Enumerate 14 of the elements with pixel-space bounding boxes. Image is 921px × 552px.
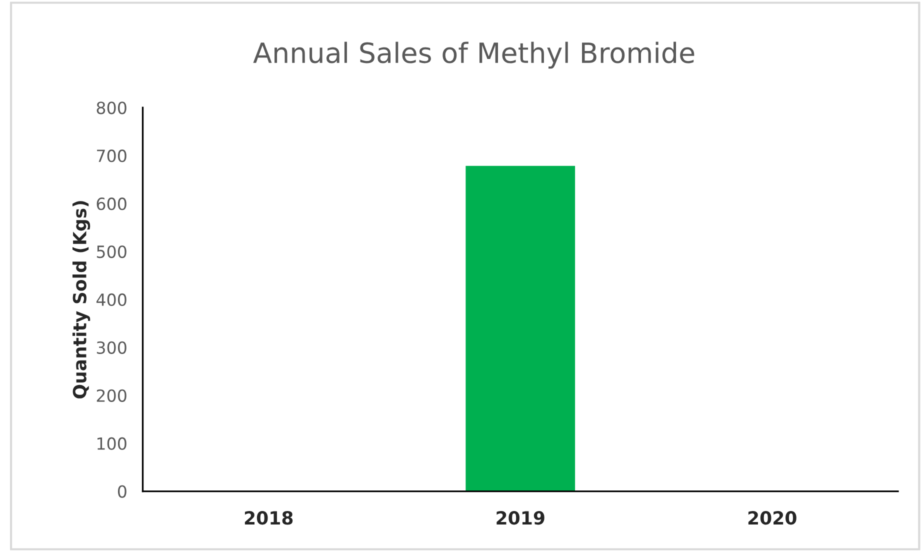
y-tick-label: 100: [97, 437, 126, 450]
y-tick-label: 400: [96, 293, 126, 306]
x-tick-label: 2020: [748, 511, 796, 525]
y-tick-label: 800: [96, 102, 126, 114]
x-tick-label: 2018: [244, 511, 293, 525]
y-tick-label: 300: [96, 341, 126, 354]
y-tick-label: 500: [96, 245, 126, 258]
y-tick-label: 600: [96, 198, 126, 210]
y-tick-label: 0: [118, 485, 126, 498]
y-tick-label: 700: [97, 150, 126, 162]
x-tick-label: 2019: [496, 511, 544, 525]
y-tick-label: 200: [96, 389, 126, 402]
y-axis-title: Quantity Sold (Kgs): [72, 201, 90, 398]
chart-title: Annual Sales of Methyl Bromide: [253, 42, 694, 69]
